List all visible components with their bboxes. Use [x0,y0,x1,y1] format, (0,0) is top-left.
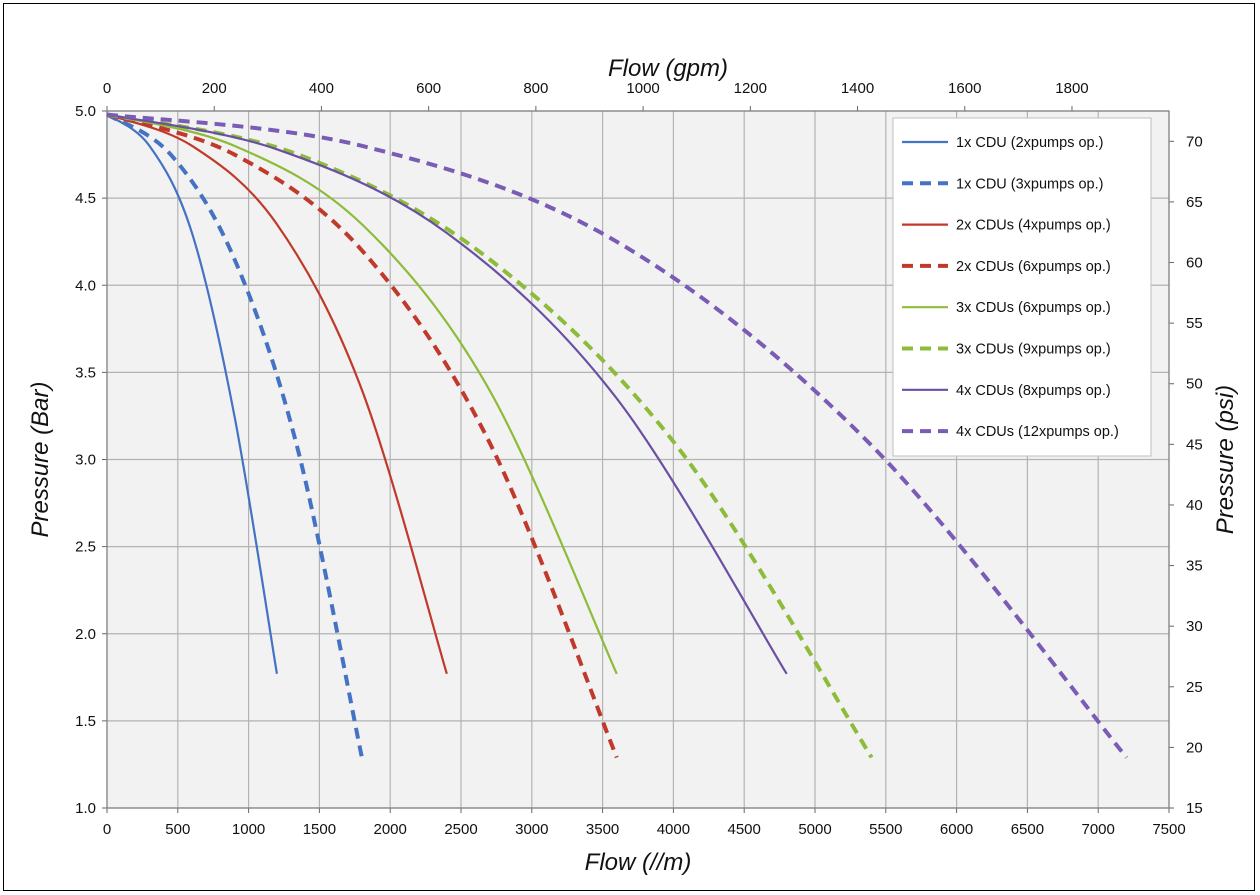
series-line-7 [106,113,788,675]
x-tick-label: 7500 [1152,821,1185,838]
y-tick-label: 4.0 [75,277,96,294]
x-tick-label: 3500 [586,821,619,838]
x2-tick-label: 600 [416,80,441,97]
y-tick-label: 2.5 [75,539,96,556]
x2-tick-label: 200 [202,80,227,97]
y-tick-label: 3.5 [75,364,96,381]
legend-label-3: 2x CDUs (4xpumps op.) [956,218,1111,234]
series-layer [105,112,1129,759]
right-axis-title: Pressure (psi) [1212,385,1239,534]
y-tick-label: 1.5 [75,713,96,730]
y2-tick-label: 20 [1186,739,1203,756]
x2-tick-label: 400 [309,80,334,97]
x-tick-label: 3000 [515,821,548,838]
y-tick-label: 2.0 [75,626,96,643]
x-tick-label: 1000 [232,821,265,838]
legend: 1x CDU (2xpumps op.) 1x CDU (3xpumps op.)… [892,117,1152,457]
x2-tick-label: 1000 [626,80,659,97]
legend-label-2: 1x CDU (3xpumps op.) [956,176,1103,192]
y2-tick-label: 60 [1186,255,1203,272]
y2-tick-label: 55 [1186,315,1203,332]
series-line-8 [106,112,1129,759]
legend-label-8: 4x CDUs (12xpumps op.) [956,424,1119,440]
y2-tick-label: 70 [1186,133,1203,150]
x-tick-label: 0 [103,821,111,838]
x2-tick-label: 1600 [948,80,981,97]
x-tick-label: 5000 [798,821,831,838]
series-line-5 [106,113,618,675]
y2-tick-label: 25 [1186,679,1203,696]
legend-label-7: 4x CDUs (8xpumps op.) [956,383,1111,399]
y2-tick-label: 65 [1186,194,1203,211]
x2-tick-label: 1400 [841,80,874,97]
x2-tick-label: 1800 [1055,80,1088,97]
y-tick-label: 5.0 [75,103,96,120]
y2-tick-label: 35 [1186,558,1203,575]
series-line-4 [106,112,619,759]
series-line-3 [106,113,448,675]
y2-tick-label: 15 [1186,800,1203,817]
x-tick-label: 6500 [1011,821,1044,838]
x-tick-label: 4000 [657,821,690,838]
y2-tick-label: 30 [1186,618,1203,635]
x-tick-label: 5500 [869,821,902,838]
x-tick-label: 2000 [374,821,407,838]
top-axis-title: Flow (gpm) [608,55,728,82]
x-tick-label: 6000 [940,821,973,838]
x-axis-title: Flow (//m) [585,849,692,876]
x2-tick-label: 1200 [734,80,767,97]
legend-label-5: 3x CDUs (6xpumps op.) [956,300,1111,316]
series-line-2 [105,112,364,758]
y-tick-label: 1.0 [75,800,96,817]
axes: 0 500 1000 1500 2000 2500 3000 3500 4000 4500 5000… [75,80,1203,838]
y2-tick-label: 40 [1186,497,1203,514]
x-tick-label: 1500 [303,821,336,838]
y-tick-label: 3.0 [75,452,96,469]
legend-label-6: 3x CDUs (9xpumps op.) [956,342,1111,358]
x-tick-label: 500 [165,821,190,838]
plot-border [106,110,1170,809]
y-axis-title: Pressure (Bar) [27,381,54,537]
x2-tick-label: 0 [103,80,111,97]
legend-label-1: 1x CDU (2xpumps op.) [956,135,1103,151]
y-tick-label: 4.5 [75,190,96,207]
x-tick-label: 4500 [728,821,761,838]
y2-tick-label: 50 [1186,376,1203,393]
y2-tick-label: 45 [1186,436,1203,453]
legend-label-4: 2x CDUs (6xpumps op.) [956,259,1111,275]
x2-tick-label: 800 [523,80,548,97]
x-tick-label: 2500 [444,821,477,838]
legend-box [892,117,1152,457]
series-line-1 [106,113,279,675]
x-tick-label: 7000 [1082,821,1115,838]
